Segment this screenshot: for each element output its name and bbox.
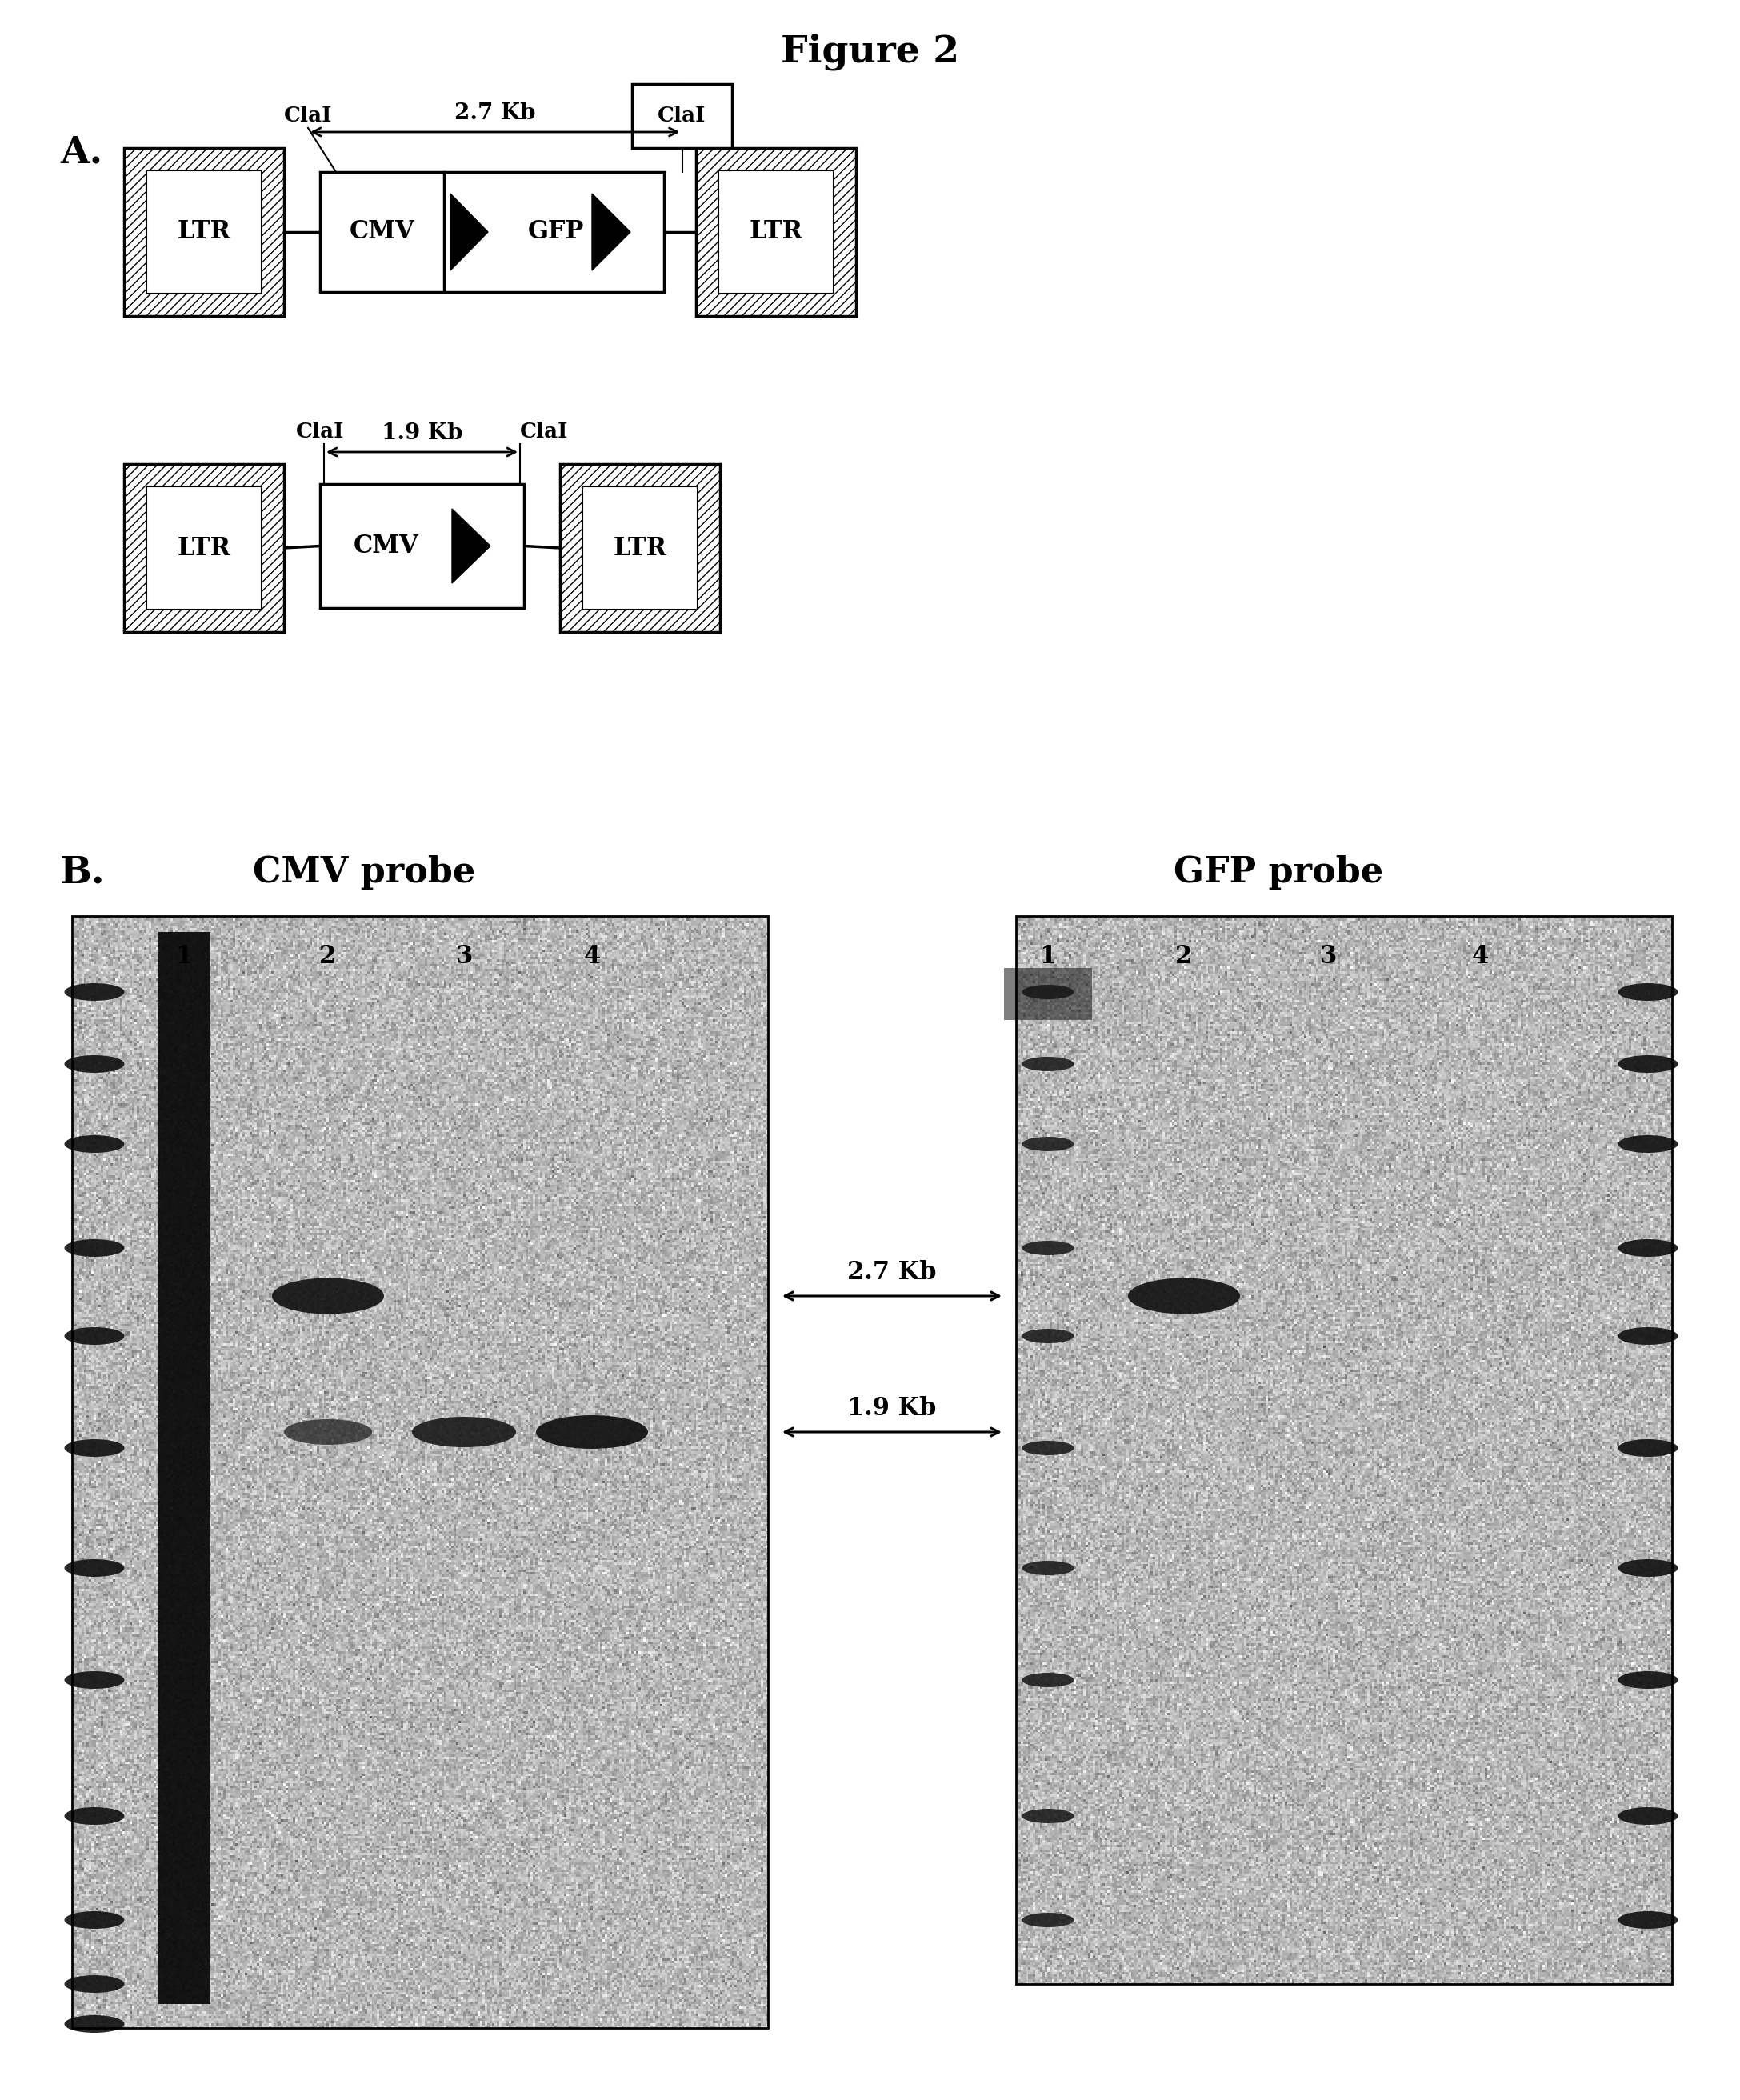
Ellipse shape — [1021, 1913, 1074, 1928]
Text: 1.9 Kb: 1.9 Kb — [381, 422, 463, 443]
Ellipse shape — [64, 1239, 124, 1256]
Ellipse shape — [1021, 1241, 1074, 1256]
Text: 2: 2 — [1176, 943, 1192, 968]
Ellipse shape — [1021, 1136, 1074, 1151]
Text: B.: B. — [59, 853, 104, 890]
Bar — [124, 147, 284, 315]
Text: 4: 4 — [1472, 943, 1488, 968]
Ellipse shape — [64, 1911, 124, 1928]
Text: ClaI: ClaI — [520, 422, 569, 441]
Text: LTR: LTR — [177, 220, 231, 244]
Ellipse shape — [1618, 983, 1677, 1002]
Ellipse shape — [1618, 1136, 1677, 1153]
Bar — [632, 84, 733, 147]
Ellipse shape — [1618, 1054, 1677, 1073]
Bar — [560, 464, 720, 632]
Text: 1: 1 — [176, 943, 193, 968]
Ellipse shape — [1021, 1560, 1074, 1575]
Ellipse shape — [64, 1808, 124, 1825]
Text: GFP: GFP — [527, 220, 585, 244]
Bar — [320, 483, 524, 609]
Bar — [1016, 916, 1672, 1984]
Ellipse shape — [64, 1054, 124, 1073]
Ellipse shape — [64, 2016, 124, 2033]
Polygon shape — [451, 193, 487, 271]
Bar — [696, 147, 856, 315]
Text: ClaI: ClaI — [658, 105, 706, 126]
Bar — [146, 487, 261, 609]
Bar — [719, 170, 833, 294]
Text: ClaI: ClaI — [296, 422, 345, 441]
Text: LTR: LTR — [177, 536, 231, 561]
Bar — [71, 916, 767, 2029]
Text: CMV: CMV — [353, 533, 419, 559]
Ellipse shape — [271, 1279, 385, 1315]
Ellipse shape — [1618, 1911, 1677, 1928]
Ellipse shape — [1618, 1808, 1677, 1825]
Text: CMV: CMV — [350, 220, 414, 244]
Ellipse shape — [64, 1672, 124, 1688]
Text: LTR: LTR — [750, 220, 802, 244]
Text: 2.7 Kb: 2.7 Kb — [454, 103, 536, 124]
Bar — [1004, 968, 1093, 1021]
Text: 2.7 Kb: 2.7 Kb — [847, 1260, 936, 1285]
Ellipse shape — [1618, 1558, 1677, 1577]
Ellipse shape — [1618, 1327, 1677, 1344]
Text: GFP probe: GFP probe — [1173, 855, 1383, 888]
Ellipse shape — [1021, 1674, 1074, 1686]
Bar — [146, 170, 261, 294]
Ellipse shape — [64, 1136, 124, 1153]
Bar — [124, 464, 284, 632]
Text: 2: 2 — [320, 943, 336, 968]
Text: CMV probe: CMV probe — [252, 855, 475, 888]
Text: 3: 3 — [456, 943, 473, 968]
Ellipse shape — [1021, 1441, 1074, 1455]
Text: ClaI: ClaI — [284, 105, 332, 126]
Bar — [583, 487, 698, 609]
Text: 3: 3 — [1319, 943, 1336, 968]
Text: LTR: LTR — [612, 536, 666, 561]
Ellipse shape — [1618, 1672, 1677, 1688]
Ellipse shape — [1128, 1279, 1241, 1315]
Ellipse shape — [1618, 1239, 1677, 1256]
Text: 1.9 Kb: 1.9 Kb — [847, 1396, 936, 1422]
Ellipse shape — [1021, 1329, 1074, 1344]
Bar — [320, 172, 665, 292]
Text: 1: 1 — [1039, 943, 1056, 968]
Ellipse shape — [64, 1327, 124, 1344]
Polygon shape — [592, 193, 630, 271]
Ellipse shape — [1021, 1056, 1074, 1071]
Ellipse shape — [64, 1439, 124, 1457]
Ellipse shape — [64, 1976, 124, 1993]
Polygon shape — [452, 508, 491, 584]
Ellipse shape — [284, 1420, 372, 1445]
Ellipse shape — [1618, 1439, 1677, 1457]
Ellipse shape — [1021, 1808, 1074, 1823]
Text: 4: 4 — [583, 943, 600, 968]
Ellipse shape — [1021, 985, 1074, 1000]
Ellipse shape — [536, 1415, 647, 1449]
Text: Figure 2: Figure 2 — [781, 34, 959, 71]
Text: A.: A. — [59, 134, 103, 170]
Ellipse shape — [64, 983, 124, 1002]
Ellipse shape — [412, 1418, 517, 1447]
Ellipse shape — [64, 1558, 124, 1577]
Bar — [158, 932, 211, 2003]
